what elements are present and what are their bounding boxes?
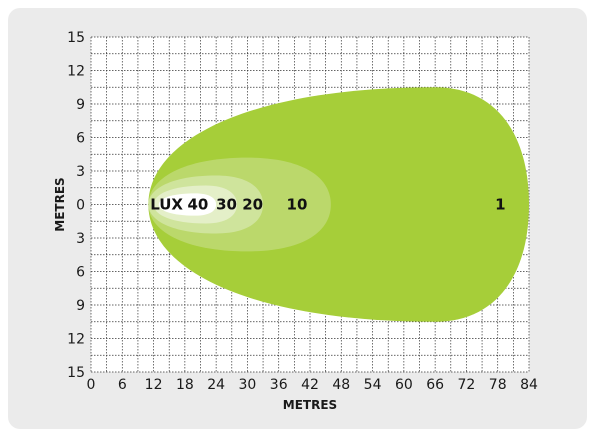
lux-prefix-label: LUX [150, 196, 183, 214]
lux-label-40: 40 [187, 196, 208, 214]
x-tick-label: 42 [301, 377, 319, 393]
isolux-zones [148, 87, 529, 322]
y-tick-label: 12 [67, 332, 85, 348]
y-tick-label: 0 [76, 198, 85, 214]
y-tick-label: 15 [67, 365, 85, 381]
y-tick-label: 9 [76, 97, 85, 113]
isolux-zone-1 [148, 87, 529, 322]
lux-label-20: 20 [242, 196, 263, 214]
lux-label-10: 10 [287, 196, 308, 214]
y-tick-label: 3 [76, 231, 85, 247]
x-tick-label: 78 [489, 377, 507, 393]
y-tick-label: 6 [76, 131, 85, 147]
y-tick-label: 6 [76, 265, 85, 281]
y-tick-label: 15 [67, 30, 85, 46]
x-tick-label: 24 [207, 377, 225, 393]
isolux-zone-40 [158, 193, 217, 216]
lux-label-30: 30 [216, 196, 237, 214]
x-tick-label: 48 [332, 377, 350, 393]
x-tick-labels: 0 6 12 18 24 30 36 42 48 54 60 66 72 78 84 [87, 377, 538, 393]
x-tick-label: 72 [458, 377, 476, 393]
y-tick-label: 9 [76, 298, 85, 314]
y-axis-title: METRES [53, 177, 67, 231]
y-tick-label: 3 [76, 164, 85, 180]
x-tick-label: 54 [364, 377, 382, 393]
lux-label-1: 1 [495, 196, 505, 214]
lux-labels: LUX 1 10 20 30 40 [150, 196, 505, 214]
x-tick-label: 30 [239, 377, 257, 393]
x-axis-title: METRES [283, 398, 337, 412]
x-tick-label: 6 [118, 377, 127, 393]
x-tick-label: 60 [395, 377, 413, 393]
y-tick-labels: 15 12 9 6 3 0 3 6 9 12 15 [67, 30, 85, 381]
x-tick-label: 12 [145, 377, 163, 393]
x-tick-label: 0 [87, 377, 96, 393]
x-tick-label: 66 [426, 377, 444, 393]
x-tick-label: 18 [176, 377, 194, 393]
x-tick-label: 36 [270, 377, 288, 393]
x-tick-label: 84 [520, 377, 538, 393]
y-tick-label: 12 [67, 64, 85, 80]
